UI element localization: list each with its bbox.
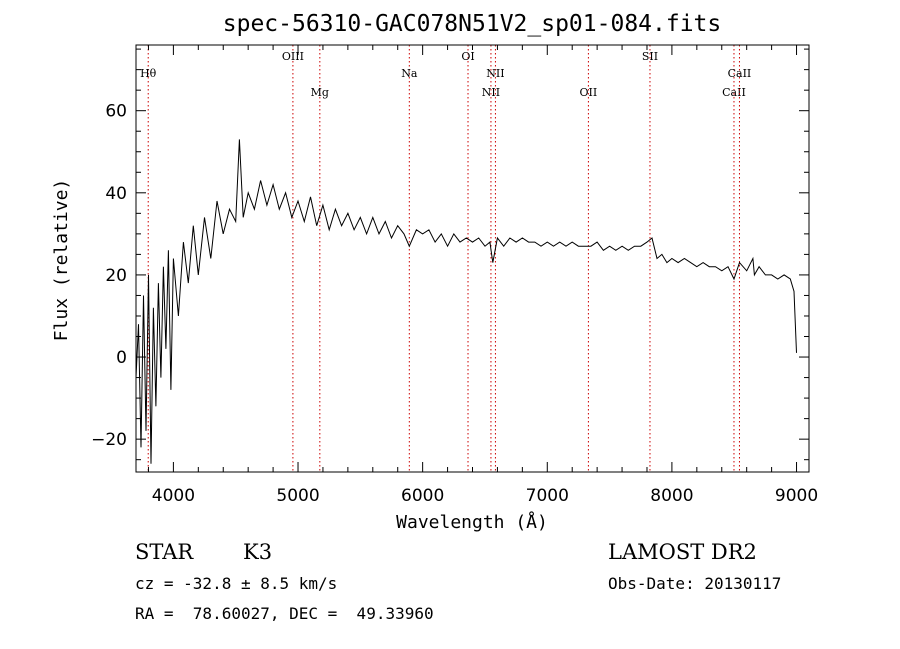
spectral-line-label: CaII [728, 67, 752, 80]
x-tick-label: 9000 [775, 486, 818, 506]
redshift-text: cz = -32.8 ± 8.5 km/s [135, 574, 338, 593]
spectral-line-label: SII [642, 50, 658, 63]
x-tick-label: 8000 [650, 486, 693, 506]
y-tick-label: −20 [91, 430, 127, 450]
x-tick-label: 6000 [401, 486, 444, 506]
x-tick-label: 5000 [276, 486, 319, 506]
y-tick-label: 60 [105, 102, 127, 122]
spectral-line-label: Na [401, 67, 418, 80]
spectral-line-label: Hθ [140, 67, 157, 80]
spectral-line-label: NII [482, 86, 500, 99]
spectral-line-label: CaII [722, 86, 746, 99]
spectral-line-markers: Hθ OIII Mg Na OI NII NII OII SII CaII CaII [140, 45, 751, 472]
spectral-line-label: OI [461, 50, 474, 63]
x-tick-label: 4000 [152, 486, 195, 506]
coordinates-text: RA = 78.60027, DEC = 49.33960 [135, 604, 434, 623]
axis-ticks: 4000 5000 6000 7000 8000 9000 −20 0 20 40 60 [91, 45, 818, 506]
obs-date-text: Obs-Date: 20130117 [608, 574, 782, 593]
spectral-line-label: Mg [311, 86, 329, 99]
plot-frame [135, 44, 810, 473]
x-tick-label: 7000 [526, 486, 569, 506]
object-subclass: K3 [243, 540, 273, 564]
spectral-line-label: OII [580, 86, 598, 99]
x-axis-label: Wavelength (Å) [396, 511, 548, 533]
object-class: STAR [135, 540, 194, 564]
spectral-line-label: OIII [282, 50, 304, 63]
y-tick-label: 40 [105, 184, 127, 204]
y-tick-label: 20 [105, 266, 127, 286]
spectral-line-label: NII [486, 67, 504, 80]
survey-name: LAMOST DR2 [608, 540, 757, 564]
y-tick-label: 0 [116, 348, 127, 368]
chart-title: spec-56310-GAC078N51V2_sp01-084.fits [223, 11, 722, 37]
y-axis-label: Flux (relative) [51, 179, 72, 342]
spectrum-line [135, 139, 797, 464]
